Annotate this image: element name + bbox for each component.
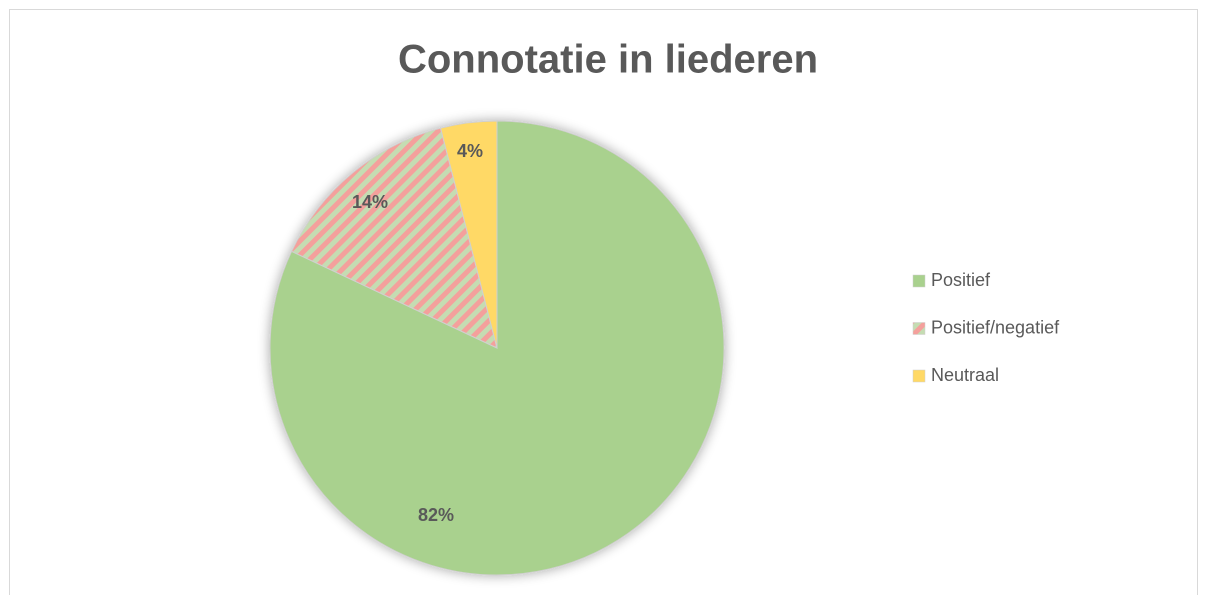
legend-label: Positief/negatief [931, 317, 1060, 337]
legend-swatch [912, 369, 926, 383]
legend-swatch [912, 274, 926, 288]
legend-swatch [912, 322, 926, 335]
chart-title: Connotatie in liederen [398, 38, 818, 82]
pie-slice [290, 127, 498, 349]
legend-label: Positief [931, 270, 991, 290]
data-label: 14% [352, 192, 388, 212]
legend-label: Neutraal [931, 365, 999, 385]
data-label: 4% [457, 141, 483, 161]
pie [269, 120, 725, 576]
data-label: 82% [418, 505, 454, 525]
pie-slice [269, 120, 725, 576]
pie-slice [439, 120, 498, 349]
